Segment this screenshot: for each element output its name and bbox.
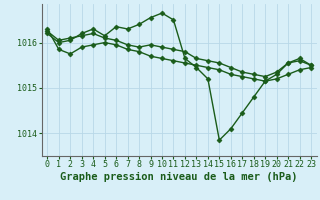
- X-axis label: Graphe pression niveau de la mer (hPa): Graphe pression niveau de la mer (hPa): [60, 172, 298, 182]
